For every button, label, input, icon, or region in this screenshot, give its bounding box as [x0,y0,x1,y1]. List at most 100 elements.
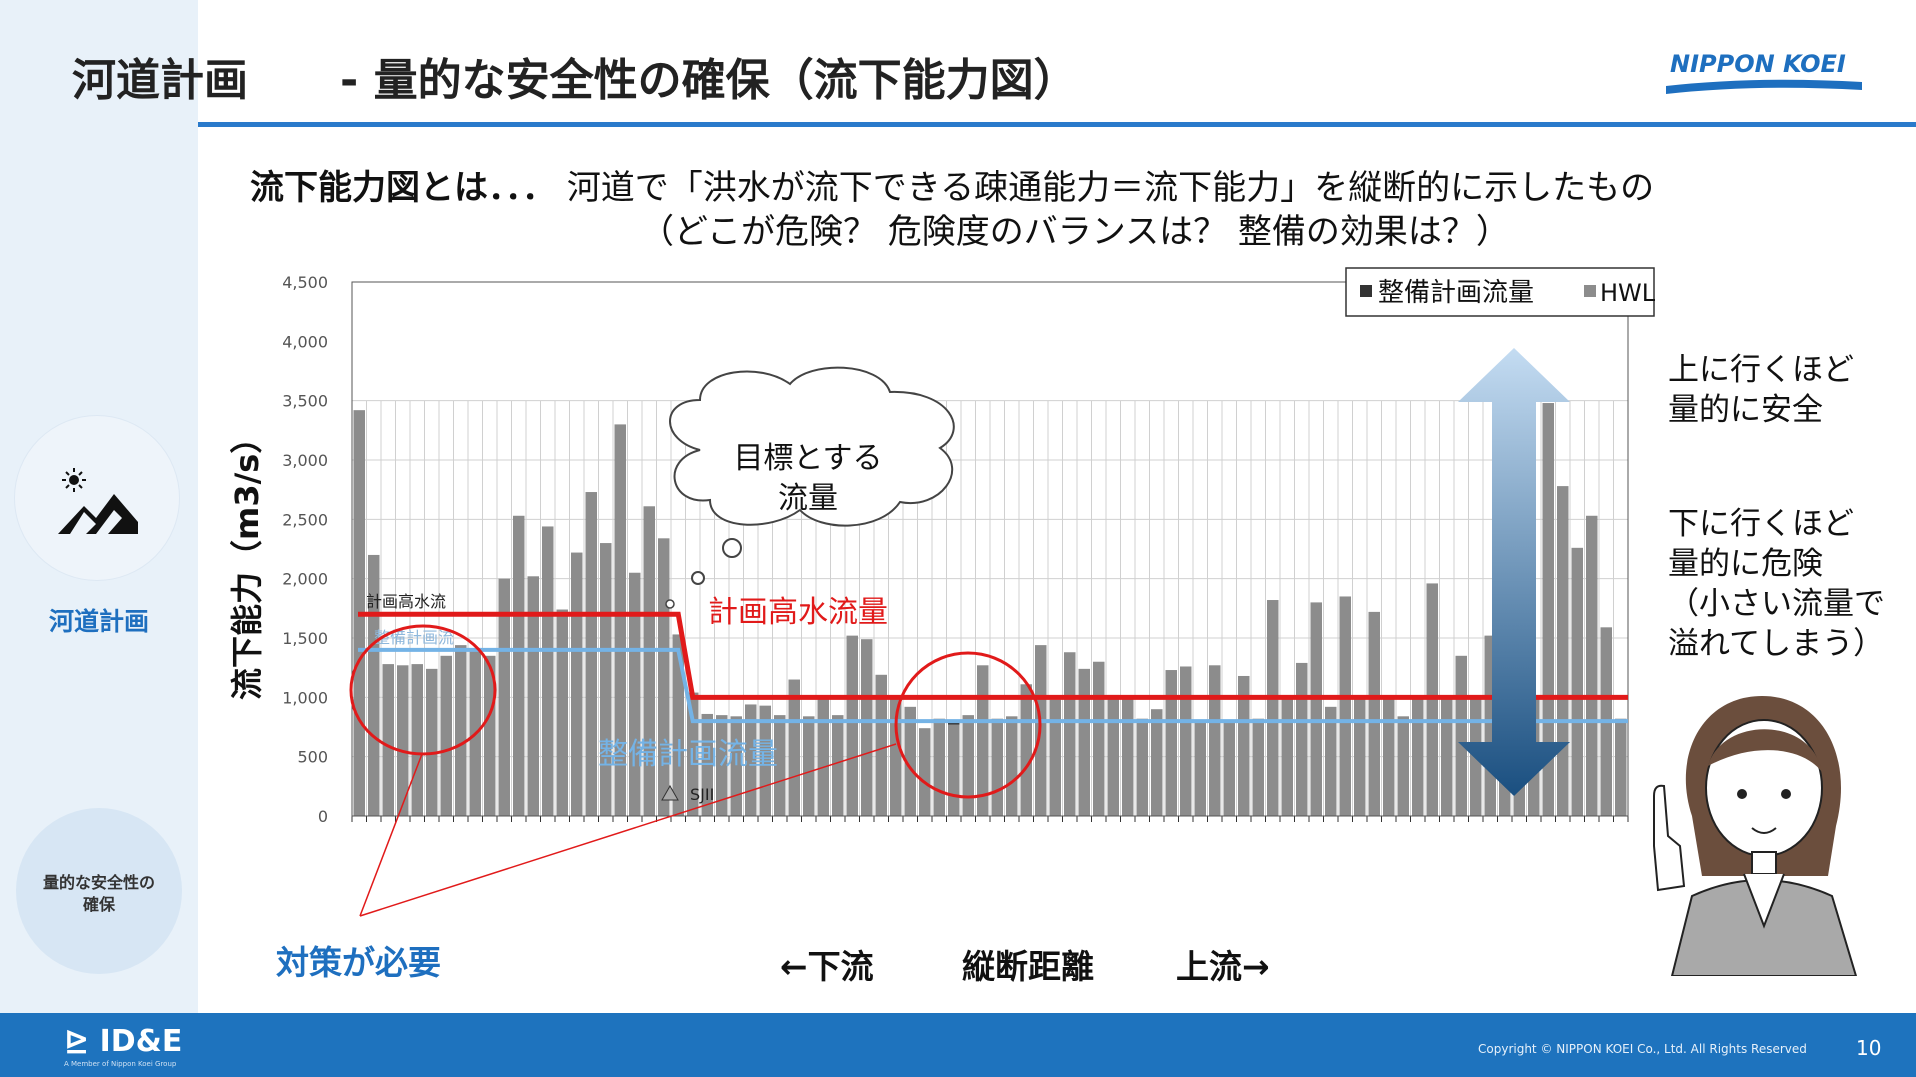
x-label-upstream: 上流→ [1176,947,1270,986]
small-improve-label: 整備計画流 [374,628,454,647]
y-tick-label: 1,500 [282,629,328,648]
improvement-plan-line [358,647,1628,724]
improve-bar [1354,721,1366,816]
improve-bar [846,721,858,816]
legend-swatch-hwl [1584,285,1596,297]
sidebar-item-label-2: 量的な安全性の 確保 [16,872,182,916]
improve-bar [542,649,554,816]
improve-bar [1238,721,1250,816]
presenter-illustration [1653,696,1858,976]
ide-logo-text: ID&E [99,1024,183,1059]
intro-line2: （どこが危険？ 危険度のバランスは？ 整備の効果は？） [640,212,1510,252]
improve-bar [672,649,684,816]
legend-improve: 整備計画流量 [1378,278,1534,308]
sidebar-item-river-planning[interactable] [14,415,180,581]
footer-subtext: A Member of Nippon Koei Group [64,1060,177,1068]
improve-bar [614,649,626,816]
small-plan-label: 計画高水流 [366,592,446,611]
improve-bar [1571,721,1583,816]
improve-bar [1325,721,1337,816]
note-safe-line1: 上に行くほど [1668,352,1854,388]
improve-bar [1267,721,1279,816]
note-danger-line4: 溢れてしまう） [1668,626,1885,662]
improve-bar [1194,721,1206,816]
improve-bar [527,649,539,816]
y-tick-label: 1,000 [282,688,328,707]
callout-line-1 [359,753,423,917]
improve-bar [1281,764,1293,816]
hwl-bar [1542,403,1554,816]
page-title: 河道計画 - 量的な安全性の確保（流下能力図） [72,44,1078,108]
hwl-bar [484,655,496,816]
y-tick-label: 3,500 [282,392,328,411]
improve-bar [817,721,829,816]
improve-bar [890,721,902,816]
improve-bar [1441,721,1453,816]
improve-bar [991,749,1003,816]
hwl-bar [1281,696,1293,816]
improve-bar [1049,721,1061,816]
ide-logo: ⊵ ID&E [64,1024,182,1059]
improve-bar [1223,759,1235,816]
improve-bar [1006,721,1018,816]
safety-double-arrow-icon [1458,348,1570,796]
hwl-bar [977,665,989,816]
hwl-bar [948,724,960,816]
improve-bar [1296,721,1308,816]
intro-text: 河道で「洪水が流下できる疎通能力＝流下能力」を縦断的に示したもの [566,168,1655,208]
hwl-bar [1267,600,1279,816]
improve-bar [643,649,655,816]
bubble-text-1: 目標とする [733,441,882,476]
intro-lead: 流下能力図とは．．． [250,168,556,208]
improve-bar [1615,806,1627,816]
hwl-bar [1339,596,1351,816]
y-tick-label: 4,000 [282,332,328,351]
callout-line-2 [359,743,897,917]
improve-bar [1078,721,1090,816]
hwl-bar [1571,547,1583,816]
improve-bar [629,649,641,816]
improve-bar [455,654,467,816]
y-tick-label: 2,500 [282,510,328,529]
improve-bar [788,721,800,816]
improve-bar [861,721,873,816]
improve-bar [658,649,670,816]
intro-line: 流下能力図とは．．． 河道で「洪水が流下できる疎通能力＝流下能力」を縦断的に示し… [250,160,1654,209]
hwl-bar [1586,515,1598,816]
bubble-text-2: 流量 [778,481,838,516]
improve-bar [556,649,568,816]
improve-bar [1064,721,1076,816]
sidebar-item-label-line2: 確保 [82,895,115,914]
note-safe-line2: 量的に安全 [1668,392,1823,428]
note-danger: 下に行くほど 量的に危険 （小さい流量で 溢れてしまう） [1668,504,1885,664]
target-flow-bubble: 目標とする 流量 [665,366,955,609]
improve-bar [1412,721,1424,816]
improve-bar [571,649,583,816]
improve-bar [1557,721,1569,816]
improve-bar [382,725,394,816]
flow-capacity-chart: 4,500 4,000 3,500 3,000 2,500 2,000 1,500 1,000… [282,267,1656,917]
improve-bar [977,757,989,816]
plan-high-water-line [358,611,1628,700]
plan-flow-label: 計画高水流量 [708,595,888,630]
note-safe: 上に行くほど 量的に安全 [1668,350,1854,430]
improve-bar [1397,756,1409,816]
improve-bar [832,721,844,816]
improve-bar [397,668,409,816]
improve-bar [1383,721,1395,816]
improve-bar [716,721,728,816]
improve-bar [353,649,365,816]
improve-bar [701,721,713,816]
improve-bar [1368,723,1380,816]
improve-bar [368,649,380,816]
improve-bar [585,649,597,816]
improve-bar [1426,721,1438,816]
footer [0,1013,1916,1077]
improve-bar [687,721,699,816]
improve-bar [730,721,742,816]
danger-circle-2 [894,651,1042,799]
sidebar-item-quantitative-safety[interactable] [16,808,182,974]
legend-hwl: HWL [1600,279,1656,307]
improve-bar [1122,721,1134,816]
chart-legend: 整備計画流量 HWL [1345,267,1656,317]
